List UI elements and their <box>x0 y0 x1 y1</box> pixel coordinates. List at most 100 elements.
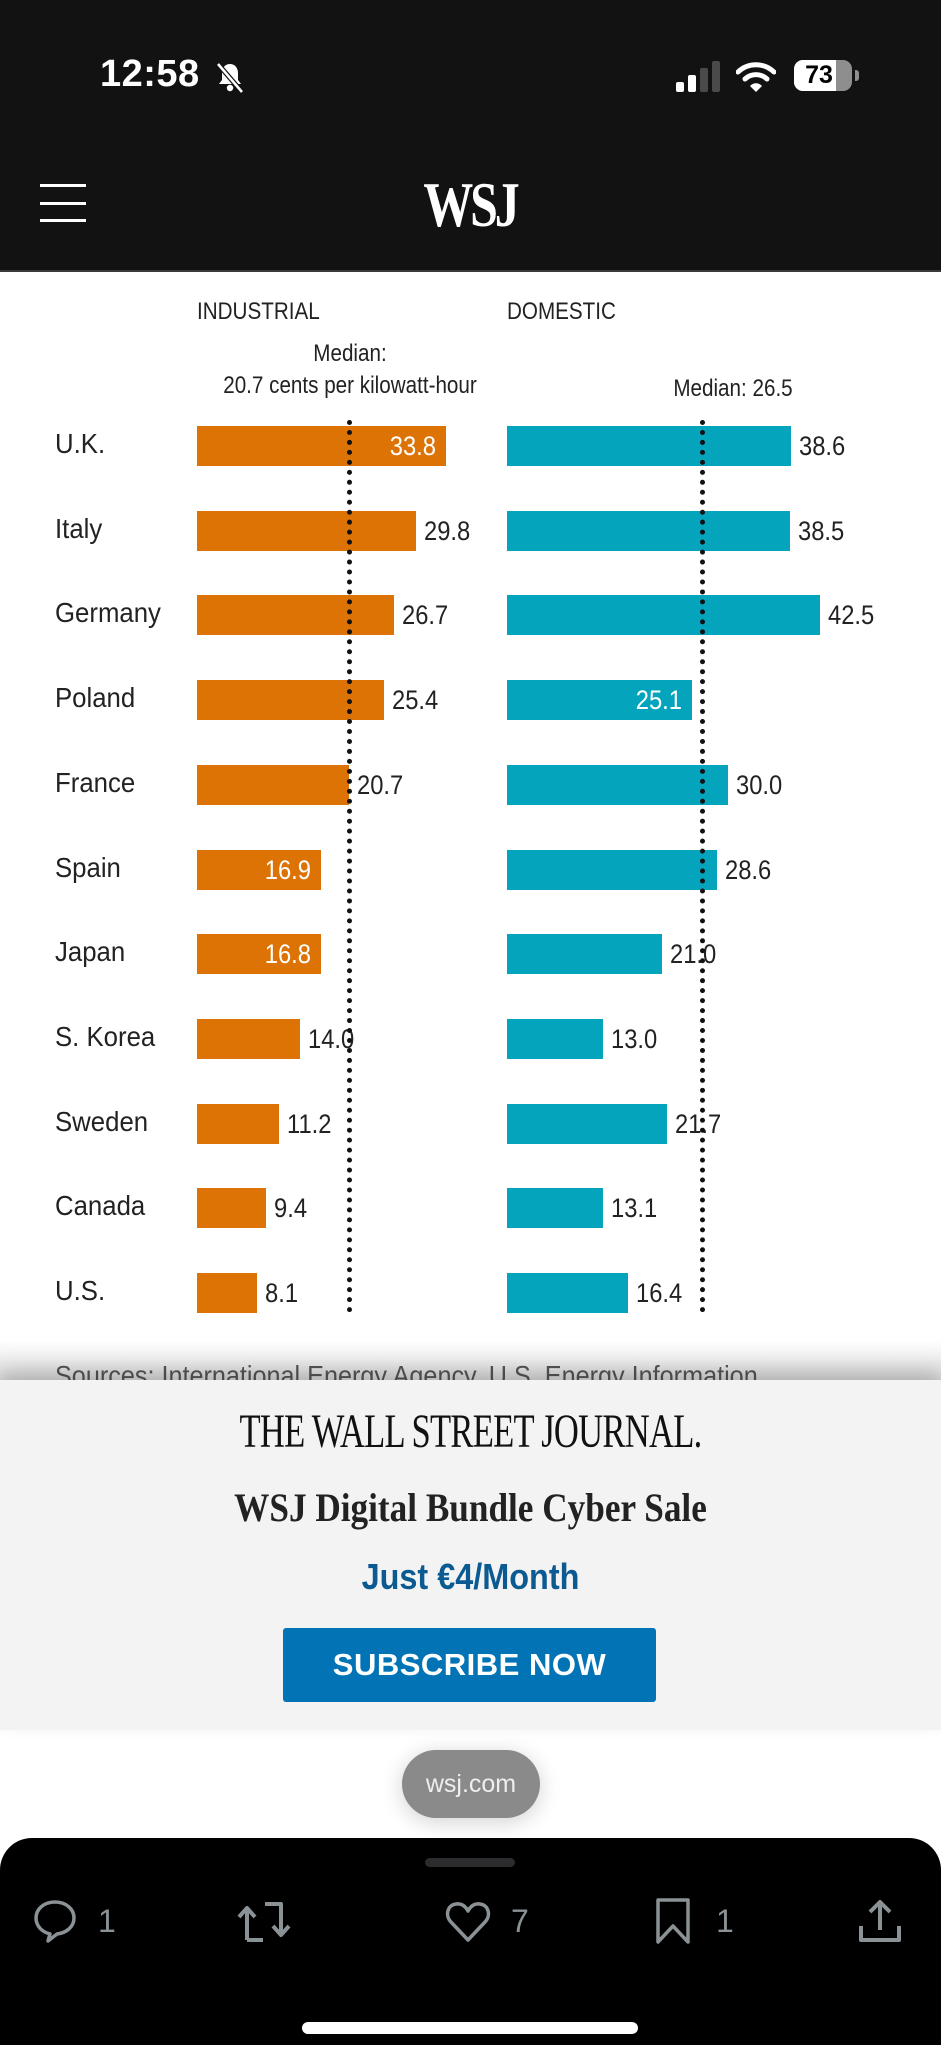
source-text: Sources: International Energy Agency, U.… <box>55 1360 758 1380</box>
status-time: 12:58 <box>100 53 200 95</box>
subscribe-banner: THE WALL STREET JOURNAL. WSJ Digital Bun… <box>0 1380 941 1730</box>
industrial-column-header: INDUSTRIAL <box>197 298 320 325</box>
industrial-median-label-line1: Median: <box>313 340 387 367</box>
domestic-bar-canada <box>507 1188 604 1229</box>
reply-button[interactable]: 1 <box>30 1896 116 1946</box>
industrial-value-label-u-k: 33.8 <box>389 431 436 461</box>
industrial-value-label-france: 20.7 <box>357 769 404 800</box>
domestic-median-label: Median: 26.5 <box>673 375 793 402</box>
reply-count: 1 <box>98 1902 116 1939</box>
country-label-canada: Canada <box>55 1190 146 1222</box>
battery-indicator: 73 <box>794 60 852 91</box>
like-button[interactable]: 7 <box>443 1896 529 1946</box>
industrial-value-label-italy: 29.8 <box>424 515 471 546</box>
subscribe-now-button[interactable]: SUBSCRIBE NOW <box>283 1628 656 1702</box>
like-icon <box>445 1902 491 1942</box>
domestic-value-label-sweden: 21.7 <box>674 1108 721 1139</box>
industrial-bar-poland <box>197 680 384 721</box>
domestic-value-label-s-korea: 13.0 <box>610 1023 657 1054</box>
domestic-bar-s-korea <box>507 1018 603 1059</box>
domestic-value-label-germany: 42.5 <box>827 600 875 631</box>
industrial-bar-u-k <box>197 426 446 466</box>
industrial-value-label-canada: 9.4 <box>274 1193 308 1224</box>
domestic-bar-u-s <box>507 1273 628 1313</box>
electricity-price-chart: INDUSTRIAL DOMESTIC Median: 20.7 cents p… <box>0 272 941 1382</box>
country-label-italy: Italy <box>55 512 103 544</box>
country-label-u-s: U.S. <box>55 1275 106 1306</box>
share-button[interactable] <box>855 1896 905 1946</box>
domestic-bar-poland <box>507 680 692 721</box>
repost-button[interactable] <box>235 1896 295 1946</box>
domestic-bar-sweden <box>507 1103 667 1144</box>
url-pill[interactable]: wsj.com <box>402 1750 540 1818</box>
home-indicator <box>302 2022 638 2034</box>
top-bar: 12:58 73 WSJ <box>0 0 941 272</box>
wsj-logo[interactable]: WSJ <box>423 169 519 240</box>
repost-icon <box>237 1902 291 1942</box>
bookmark-button[interactable]: 1 <box>648 1896 734 1946</box>
industrial-value-label-poland: 25.4 <box>391 685 439 716</box>
share-icon <box>859 1900 901 1942</box>
country-label-germany: Germany <box>55 597 161 629</box>
country-label-spain: Spain <box>55 851 121 883</box>
wsj-masthead: THE WALL STREET JOURNAL. <box>239 1405 702 1458</box>
wifi-icon <box>736 62 776 92</box>
industrial-value-label-sweden: 11.2 <box>287 1108 332 1139</box>
country-label-poland: Poland <box>55 682 136 714</box>
industrial-bar-germany <box>197 595 394 636</box>
chart-source-note: Sources: International Energy Agency, U.… <box>0 1340 941 1380</box>
industrial-value-label-japan: 16.8 <box>264 939 311 970</box>
sheet-grabber[interactable] <box>425 1858 515 1867</box>
industrial-bar-s-korea <box>197 1018 301 1059</box>
hamburger-icon-line <box>40 219 86 222</box>
domestic-value-label-japan: 21.0 <box>669 939 716 970</box>
country-label-france: France <box>55 766 136 798</box>
offer-title: WSJ Digital Bundle Cyber Sale <box>234 1485 707 1530</box>
domestic-value-label-italy: 38.5 <box>798 515 845 546</box>
battery-terminal <box>855 70 859 81</box>
industrial-value-label-s-korea: 14.0 <box>308 1023 355 1054</box>
industrial-bar-sweden <box>197 1103 280 1144</box>
industrial-value-label-u-s: 8.1 <box>264 1278 298 1308</box>
hamburger-icon-line <box>40 202 86 205</box>
domestic-bar-france <box>507 764 728 805</box>
industrial-bar-u-s <box>197 1273 257 1313</box>
domestic-value-label-u-s: 16.4 <box>635 1278 682 1308</box>
silent-bell-icon <box>216 62 244 94</box>
industrial-bar-spain <box>197 849 322 890</box>
post-action-bar: 1 7 1 <box>0 1838 941 2045</box>
domestic-value-label-france: 30.0 <box>735 769 783 800</box>
bookmark-icon <box>656 1898 690 1944</box>
hamburger-icon-line <box>40 184 86 187</box>
domestic-bar-spain <box>507 849 718 890</box>
domestic-median-line <box>700 420 706 1313</box>
domestic-value-label-u-k: 38.6 <box>799 431 846 461</box>
industrial-bar-france <box>197 764 350 805</box>
domestic-bar-japan <box>507 934 662 975</box>
reply-icon <box>34 1900 76 1943</box>
domestic-bar-italy <box>507 510 791 551</box>
country-label-sweden: Sweden <box>55 1105 149 1137</box>
industrial-median-label-line2: 20.7 cents per kilowatt-hour <box>223 372 477 399</box>
domestic-column-header: DOMESTIC <box>507 298 616 325</box>
domestic-value-label-poland: 25.1 <box>635 685 682 716</box>
domestic-bar-u-k <box>507 426 792 466</box>
industrial-bar-canada <box>197 1188 267 1229</box>
domestic-value-label-spain: 28.6 <box>725 854 772 885</box>
industrial-bar-japan <box>197 934 321 975</box>
country-label-u-k: U.K. <box>55 428 106 459</box>
industrial-value-label-spain: 16.9 <box>265 854 312 885</box>
industrial-bar-italy <box>197 510 417 551</box>
cellular-signal-icon <box>676 61 720 92</box>
offer-price: Just €4/Month <box>361 1556 580 1597</box>
bookmark-count: 1 <box>716 1902 734 1939</box>
menu-button[interactable] <box>38 178 90 228</box>
industrial-median-line <box>347 420 353 1313</box>
battery-percent: 73 <box>805 61 833 89</box>
like-count: 7 <box>511 1902 529 1939</box>
battery-level-fill <box>794 60 837 91</box>
country-label-s-korea: S. Korea <box>55 1020 156 1052</box>
industrial-value-label-germany: 26.7 <box>401 600 448 631</box>
domestic-value-label-canada: 13.1 <box>611 1193 658 1224</box>
domestic-bar-germany <box>507 595 820 636</box>
